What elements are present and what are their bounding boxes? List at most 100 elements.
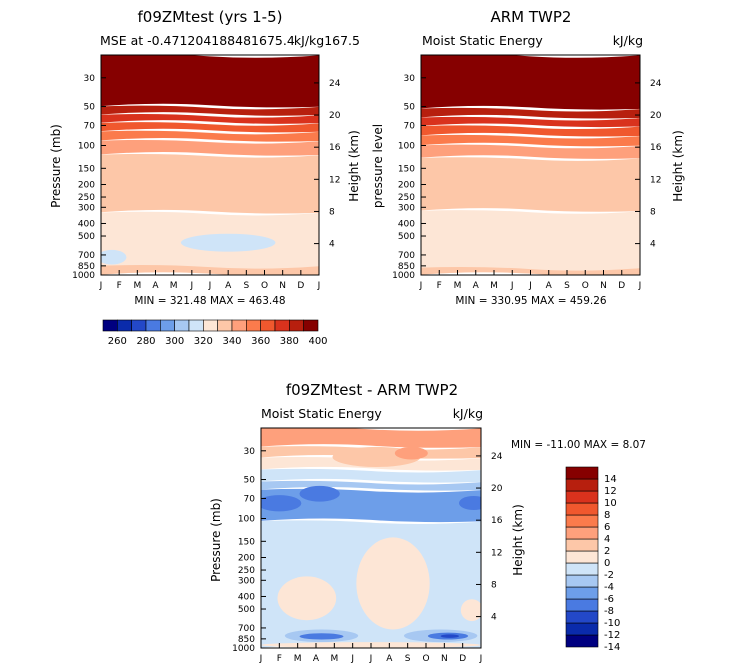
x-tick-label: F	[277, 654, 282, 664]
panel-obs-minmax: MIN = 330.95 MAX = 459.26	[455, 295, 607, 307]
y-tick-label: 30	[404, 74, 416, 84]
x-tick-label: M	[294, 654, 302, 664]
y2-tick-label: 12	[491, 548, 502, 558]
colorbar-label: 340	[222, 336, 241, 347]
x-tick-label: A	[386, 654, 393, 664]
x-tick-label: M	[490, 281, 498, 291]
y-tick-label: 300	[78, 203, 95, 213]
contour-blob	[261, 495, 302, 512]
colorbar-swatch	[102, 319, 118, 332]
y2-tick-label: 8	[650, 207, 656, 217]
colorbar-label: 2	[604, 546, 610, 557]
y2-tick-label: 20	[329, 111, 341, 121]
colorbar-swatch	[160, 319, 175, 332]
x-tick-label: S	[405, 654, 411, 664]
colorbar-swatch	[289, 319, 304, 332]
panel-diff-subtitle-left: Moist Static Energy	[261, 406, 382, 421]
colorbar-swatch	[565, 598, 599, 612]
colorbar-label: 320	[194, 336, 213, 347]
colorbar-label: -4	[604, 582, 614, 593]
x-tick-label: O	[422, 654, 429, 664]
x-tick-label: A	[546, 281, 553, 291]
y-tick-label: 500	[398, 232, 415, 242]
colorbar-swatch	[188, 319, 204, 332]
y2-tick-label: 16	[329, 143, 341, 153]
contour-band	[101, 139, 319, 156]
contour-band	[421, 107, 640, 119]
y-tick-label: 250	[398, 193, 415, 203]
contour-blob	[356, 537, 430, 630]
colorbar-swatch	[565, 478, 599, 492]
colorbar-label: 400	[308, 336, 327, 347]
y-tick-label: 300	[238, 576, 255, 586]
colorbar-label: 12	[604, 486, 617, 497]
colorbar-label: 260	[108, 336, 127, 347]
contour-band	[421, 116, 640, 128]
colorbar-label: -14	[604, 642, 620, 653]
y2-tick-label: 24	[491, 452, 503, 462]
colorbar-swatch	[274, 319, 290, 332]
y-tick-label: 1000	[72, 271, 95, 281]
colorbar-top: 260 280 300 320 340 360 380 400	[102, 319, 328, 347]
panel-obs: ARM TWP2 Moist Static Energy kJ/kg press…	[371, 8, 685, 307]
panel-model-subtitle-right: kJ/kg167.5	[294, 33, 360, 48]
colorbar-label: -10	[604, 618, 620, 629]
x-tick-label: J	[350, 654, 354, 664]
y-tick-label: 500	[238, 605, 255, 615]
contour-band	[261, 468, 481, 483]
colorbar-swatch	[565, 466, 599, 480]
y-tick-label: 850	[398, 262, 415, 272]
contour-band	[421, 210, 640, 275]
y-tick-label: 400	[78, 219, 95, 229]
contour-band	[261, 480, 481, 491]
colorbar-label: 300	[165, 336, 184, 347]
panel-model-subtitle-left: MSE at -0.471204188481675.4	[100, 33, 295, 48]
colorbar-swatch	[565, 502, 599, 516]
x-tick-label: D	[459, 654, 466, 664]
x-tick-label: F	[117, 281, 122, 291]
panel-obs-subtitle-right: kJ/kg	[613, 33, 643, 48]
x-tick-label: J	[528, 281, 532, 291]
contour-band	[421, 125, 640, 137]
y-tick-label: 70	[404, 121, 416, 131]
colorbar-label: -6	[604, 594, 614, 605]
x-tick-label: J	[479, 654, 483, 664]
colorbar-swatch	[131, 319, 147, 332]
y-tick-label: 30	[84, 74, 96, 84]
contour-band	[421, 134, 640, 147]
panel-model-minmax: MIN = 321.48 MAX = 463.48	[134, 295, 285, 307]
y-tick-label: 300	[398, 203, 415, 213]
y-tick-label: 850	[78, 262, 95, 272]
contour-blob	[394, 446, 428, 460]
y-tick-label: 50	[404, 103, 416, 113]
x-tick-label: N	[279, 281, 286, 291]
colorbar-swatch	[145, 319, 161, 332]
panel-diff-ylabel: Pressure (mb)	[209, 498, 223, 582]
contour-band	[101, 130, 319, 142]
contour-blob	[277, 576, 337, 621]
y-tick-label: 200	[398, 180, 415, 190]
colorbar-swatch	[174, 319, 190, 332]
colorbar-label: 0	[604, 558, 610, 569]
x-tick-label: O	[261, 281, 268, 291]
contour-band	[101, 122, 319, 133]
x-tick-label: J	[208, 281, 212, 291]
x-tick-label: J	[419, 281, 423, 291]
colorbar-swatch	[565, 490, 599, 504]
contour-blob	[299, 485, 340, 502]
panel-diff-minmax: MIN = -11.00 MAX = 8.07	[511, 439, 646, 451]
y-tick-label: 1000	[232, 644, 255, 654]
y-tick-label: 200	[78, 180, 95, 190]
colorbar-label: 280	[136, 336, 155, 347]
y-tick-label: 500	[78, 232, 95, 242]
panel-obs-subtitle-left: Moist Static Energy	[422, 33, 543, 48]
colorbar-label: 360	[251, 336, 270, 347]
x-tick-label: A	[152, 281, 159, 291]
x-tick-label: J	[190, 281, 194, 291]
y-tick-label: 70	[84, 121, 96, 131]
contour-field	[101, 55, 319, 275]
y2-tick-label: 16	[491, 516, 503, 526]
y2-tick-label: 12	[650, 175, 661, 185]
